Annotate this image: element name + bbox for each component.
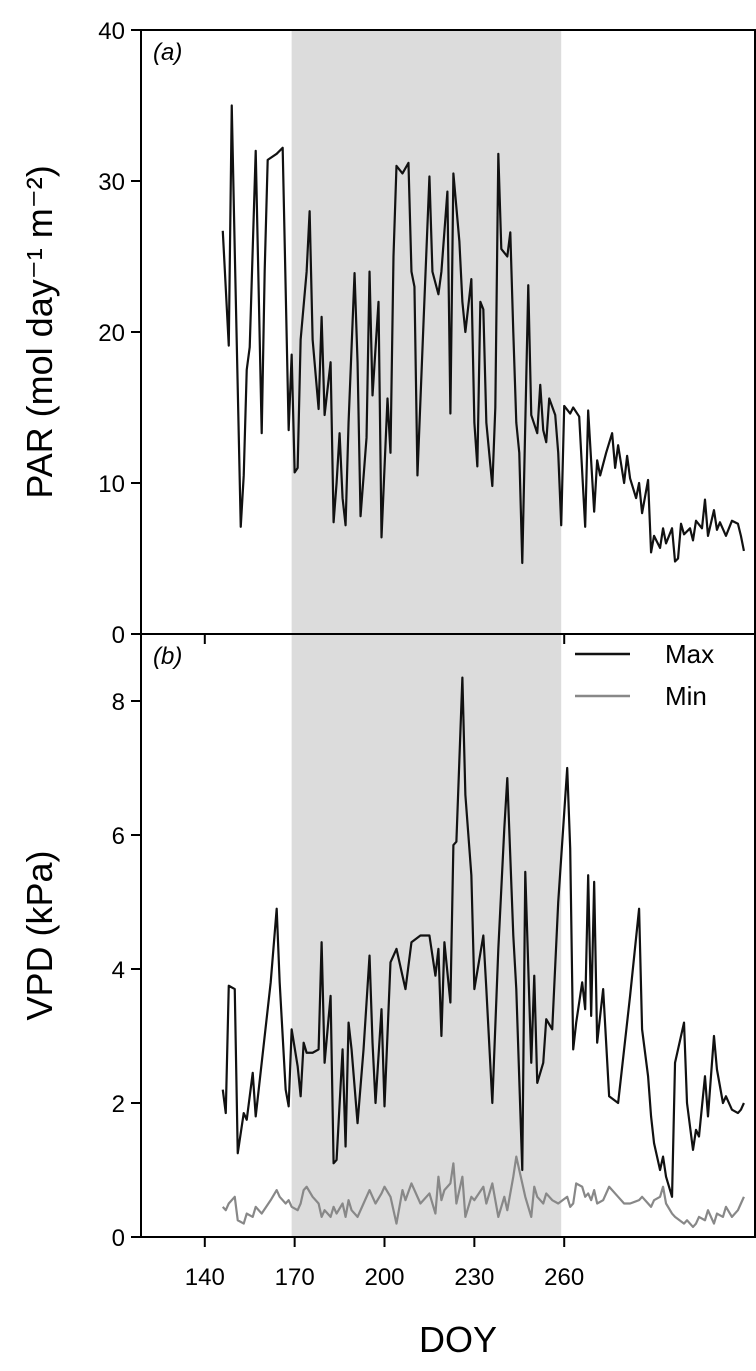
y-tick-label: 4 xyxy=(112,957,125,984)
panel-label: (a) xyxy=(153,39,182,66)
data-line xyxy=(221,676,745,1198)
legend-label: Max xyxy=(665,639,714,669)
x-tick-label: 200 xyxy=(364,1264,404,1291)
shaded-period xyxy=(291,30,562,634)
x-tick-label: 140 xyxy=(185,1264,225,1291)
y-tick-label: 8 xyxy=(112,689,125,716)
y-tick-label: 6 xyxy=(112,823,125,850)
x-tick-label: 260 xyxy=(544,1264,584,1291)
y-axis-label: PAR (mol day⁻¹ m⁻²) xyxy=(19,165,60,498)
legend-label: Min xyxy=(665,681,707,711)
y-axis-label: VPD (kPa) xyxy=(19,850,60,1020)
y-tick-label: 2 xyxy=(112,1091,125,1118)
y-tick-label: 10 xyxy=(98,471,125,498)
panel-label: (b) xyxy=(153,643,182,670)
data-line xyxy=(221,1155,745,1229)
y-tick-label: 0 xyxy=(112,622,125,649)
y-tick-label: 20 xyxy=(98,320,125,347)
y-tick-label: 0 xyxy=(112,1225,125,1252)
y-tick-label: 40 xyxy=(98,18,125,45)
y-tick-label: 30 xyxy=(98,169,125,196)
x-axis-label: DOY xyxy=(419,1319,497,1360)
x-tick-label: 170 xyxy=(275,1264,315,1291)
data-line xyxy=(221,104,745,565)
x-tick-label: 230 xyxy=(454,1264,494,1291)
plot-frame xyxy=(140,633,756,1238)
